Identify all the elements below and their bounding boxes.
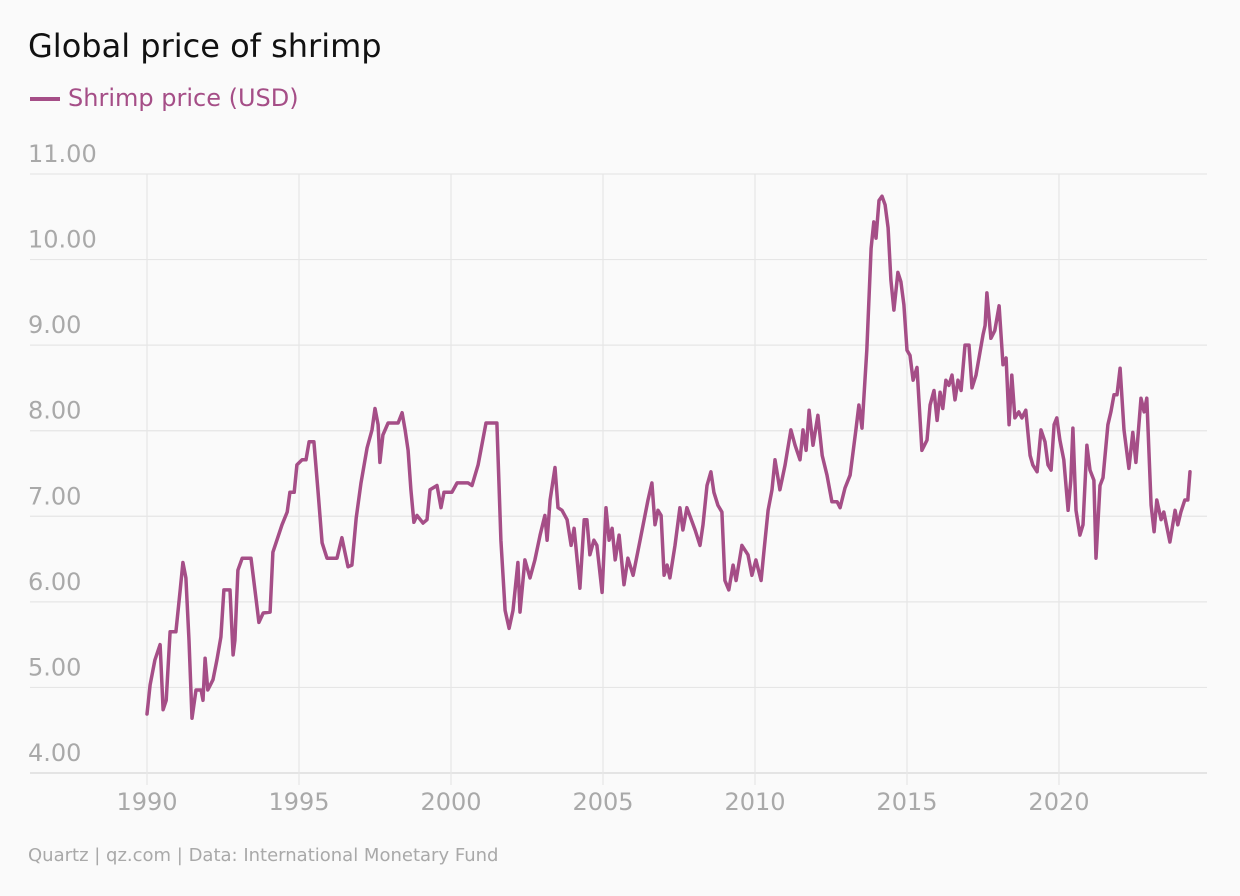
y-tick-label: 11.00	[28, 140, 97, 168]
x-tick-label: 2000	[420, 788, 481, 816]
y-tick-label: 10.00	[28, 226, 97, 254]
data-line	[145, 194, 1192, 720]
x-tick-label: 2020	[1028, 788, 1089, 816]
chart-title: Global price of shrimp	[28, 27, 382, 65]
source-note: Quartz | qz.com | Data: International Mo…	[28, 845, 498, 866]
y-tick-label: 9.00	[28, 311, 81, 339]
y-tick-label: 8.00	[28, 397, 81, 425]
y-tick-label: 6.00	[28, 568, 81, 596]
y-tick-label: 4.00	[28, 739, 81, 767]
legend-label: Shrimp price (USD)	[68, 84, 299, 112]
x-tick-label: 2015	[876, 788, 937, 816]
y-tick-label: 5.00	[28, 653, 81, 681]
x-tick-label: 1995	[268, 788, 329, 816]
y-tick-label: 7.00	[28, 482, 81, 510]
x-tick-label: 2005	[572, 788, 633, 816]
x-tick-label: 1990	[116, 788, 177, 816]
x-tick-label: 2010	[724, 788, 785, 816]
